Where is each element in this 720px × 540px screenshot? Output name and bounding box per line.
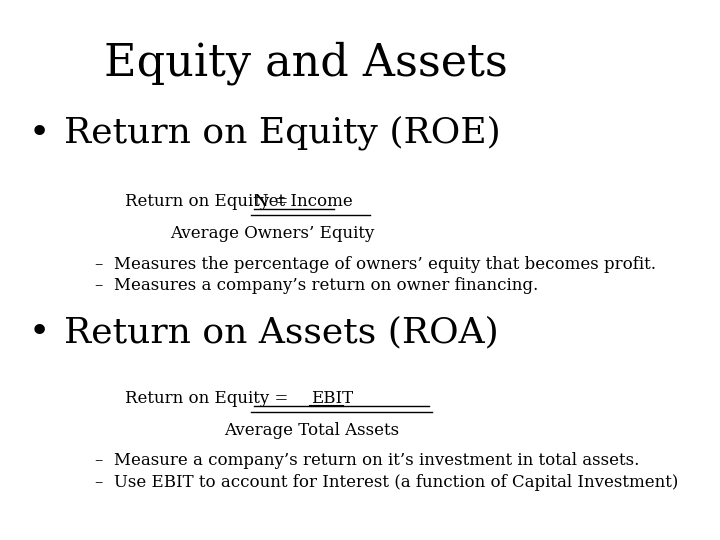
Text: Equity and Assets: Equity and Assets <box>104 42 508 85</box>
Text: Net Income: Net Income <box>254 193 353 210</box>
Text: Average Total Assets: Average Total Assets <box>224 422 399 438</box>
Text: Return on Equity (ROE): Return on Equity (ROE) <box>64 116 501 150</box>
Text: –  Use EBIT to account for Interest (a function of Capital Investment): – Use EBIT to account for Interest (a fu… <box>94 474 678 491</box>
Text: –  Measures the percentage of owners’ equity that becomes profit.: – Measures the percentage of owners’ equ… <box>94 255 655 273</box>
Text: Return on Equity =: Return on Equity = <box>125 193 293 210</box>
Text: –  Measures a company’s return on owner financing.: – Measures a company’s return on owner f… <box>94 277 538 294</box>
Text: –  Measure a company’s return on it’s investment in total assets.: – Measure a company’s return on it’s inv… <box>94 453 639 469</box>
Text: Return on Equity =: Return on Equity = <box>125 390 293 407</box>
Text: Average Owners’ Equity: Average Owners’ Equity <box>170 225 374 242</box>
Text: Return on Assets (ROA): Return on Assets (ROA) <box>64 315 499 349</box>
Text: •: • <box>28 315 50 349</box>
Text: EBIT: EBIT <box>312 390 354 407</box>
Text: •: • <box>28 116 50 150</box>
